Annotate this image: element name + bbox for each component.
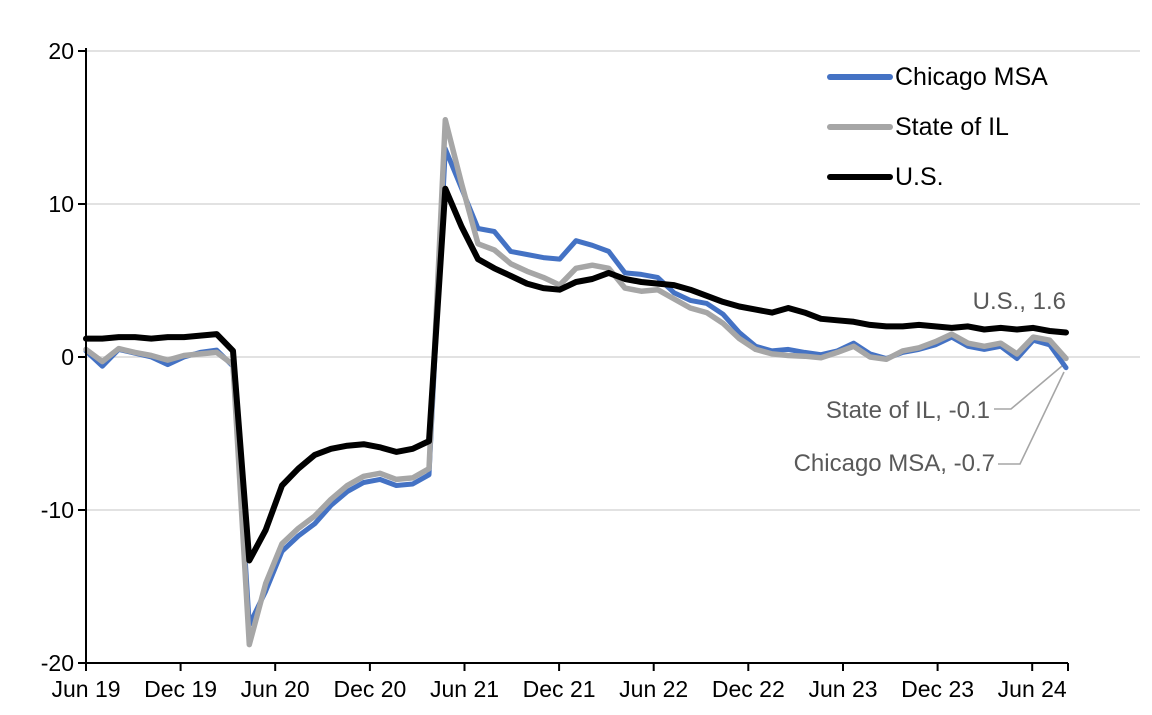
y-tick-label: -20 — [41, 650, 74, 676]
legend-label-state-of-il: State of IL — [895, 112, 1009, 141]
x-tick-label: Dec 23 — [901, 676, 974, 702]
y-tick-label: 0 — [61, 344, 74, 370]
annotation-state-of-il-end-value: State of IL, -0.1 — [825, 397, 990, 424]
legend-item-chicago-msa: Chicago MSA — [827, 52, 1048, 102]
us-line-swatch — [827, 174, 893, 180]
y-tick-label: -10 — [41, 497, 74, 523]
legend-item-state-of-il: State of IL — [827, 102, 1048, 152]
leader-line-chicago-msa — [998, 371, 1065, 465]
series-line-u-s — [83, 185, 1069, 564]
legend-label-us: U.S. — [895, 162, 944, 191]
annotation-chicago-msa-end-value: Chicago MSA, -0.7 — [793, 450, 995, 477]
legend-item-us: U.S. — [827, 152, 1048, 202]
y-tick-label: 10 — [48, 191, 74, 217]
x-tick-label: Dec 19 — [144, 676, 217, 702]
legend-label-chicago-msa: Chicago MSA — [895, 62, 1048, 91]
annotation-us-end-value: U.S., 1.6 — [972, 288, 1066, 315]
legend: Chicago MSA State of IL U.S. — [827, 52, 1048, 202]
x-tick-label: Jun 19 — [51, 676, 120, 702]
x-tick-label: Jun 20 — [241, 676, 310, 702]
x-tick-label: Jun 24 — [998, 676, 1067, 702]
x-tick-label: Dec 21 — [523, 676, 596, 702]
x-tick-label: Dec 20 — [333, 676, 406, 702]
leader-line-state-of-il — [994, 365, 1063, 410]
x-tick-label: Dec 22 — [712, 676, 785, 702]
y-tick-label: 20 — [48, 38, 74, 64]
chicago-msa-line-swatch — [827, 74, 893, 80]
x-tick-label: Jun 22 — [619, 676, 688, 702]
series-line-state-of-il — [83, 117, 1069, 648]
x-tick-label: Jun 21 — [430, 676, 499, 702]
state-of-il-line-swatch — [827, 124, 893, 130]
x-tick-label: Jun 23 — [808, 676, 877, 702]
